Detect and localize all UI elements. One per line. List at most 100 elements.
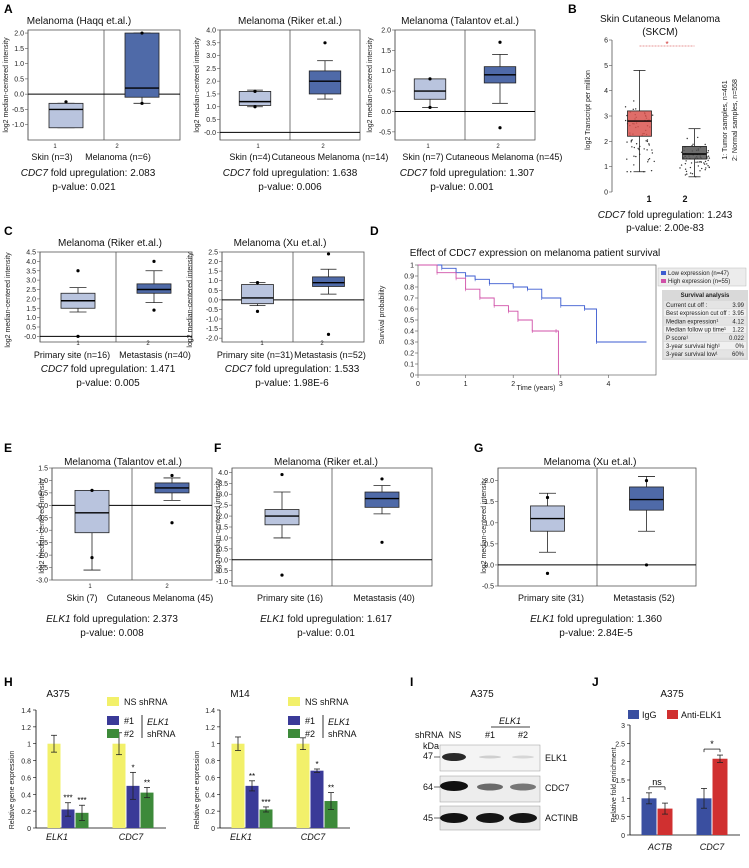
- y-tick-label: 1.0: [206, 104, 216, 111]
- panel-h1: A375 Relative gene expression 0 0.2 0.4 0.6…: [9, 689, 176, 842]
- band-actinb-2: [509, 813, 537, 823]
- outlier-point: [76, 269, 80, 273]
- fold-change-value: fold upregulation: 1.360: [555, 614, 663, 625]
- data-point: [697, 136, 699, 139]
- x-tick-label: 2: [511, 381, 515, 388]
- legend-high: High expression (n=55): [668, 279, 730, 285]
- panel-i: A375 ELK1 shRNA kDa NS #1 #2 47 64 45 EL…: [415, 689, 578, 831]
- data-point: [703, 163, 706, 165]
- y-tick-label: -1.5: [36, 540, 48, 547]
- panel-d: Effect of CDC7 expression on melanoma pa…: [379, 248, 748, 392]
- outlier-point: [380, 540, 384, 544]
- y-tick-label: 2.0: [14, 31, 24, 38]
- y-tick-label: 3.0: [206, 53, 216, 60]
- y-tick-label: 2.0: [26, 296, 36, 303]
- box: [364, 491, 400, 508]
- legend-shrna: shRNA: [147, 729, 176, 739]
- y-tick-label: -0.5: [36, 515, 48, 522]
- fold-change-text: CDC7 fold upregulation: 1.307: [400, 168, 535, 179]
- y-tick-label: 3: [621, 723, 625, 730]
- bar: [296, 743, 310, 828]
- y-tick-label: 3.5: [218, 481, 228, 488]
- panel-label-f: F: [214, 441, 221, 455]
- band-elk1-1: [479, 755, 501, 759]
- plot-title: Effect of CDC7 expression on melanoma pa…: [410, 248, 661, 259]
- box: [136, 283, 172, 294]
- data-point: [633, 155, 635, 157]
- fold-change-value: fold upregulation: 1.533: [252, 364, 360, 375]
- y-tick-label: 0: [211, 826, 215, 833]
- legend-ns: NS shRNA: [124, 697, 168, 707]
- data-point: [692, 143, 694, 145]
- chart-c2: -2.0 -1.5 -1.0 -0.5 0.0 0.5 1.0 1.5 2.0 2.5: [206, 250, 365, 343]
- chart-a1: -1.0 -0.5 0.0 0.5 1.0 1.5 2.0: [12, 29, 181, 141]
- data-point: [635, 155, 637, 158]
- y-tick-label: 0.8: [205, 759, 215, 766]
- plot-title: A375: [46, 689, 70, 700]
- y-tick-label: 1.0: [208, 278, 218, 285]
- bar: [245, 785, 259, 828]
- bar: [126, 785, 140, 828]
- y-tick-label: 2.5: [26, 287, 36, 294]
- table-cell-label: 3-year survival high¹: [666, 344, 720, 350]
- data-point: [708, 166, 711, 169]
- y-tick-label: -0.5: [482, 584, 494, 591]
- outlier-point: [76, 334, 80, 338]
- data-point: [706, 163, 708, 165]
- panel-b: Skin Cutaneous Melanoma (SKCM) log2 Tran…: [585, 14, 739, 234]
- panel-c2: Melanoma (Xu et.al.) log2 median-centere…: [187, 238, 366, 389]
- table-cell-label: Median expression¹: [666, 319, 718, 325]
- chart-f: -1.0 -0.5 -0.0 0.5 1.0 1.5 2.0 2.5 3.0 3.5 4.0: [216, 467, 433, 587]
- kda-marker: 64: [423, 782, 433, 792]
- outlier-point: [140, 101, 144, 105]
- outlier-point: [380, 477, 384, 481]
- plot-title: Melanoma (Talantov et.al.): [401, 16, 519, 27]
- gene-name: CDC7: [400, 168, 428, 179]
- y-tick-label: 0.1: [404, 362, 414, 369]
- survival-table: Survival analysis Current cut off : 3.99B…: [662, 290, 748, 360]
- index-label: 2: [146, 341, 150, 347]
- category-label: 2: [682, 194, 687, 204]
- significance-mark: ***: [77, 796, 86, 805]
- y-tick-label: 0: [27, 826, 31, 833]
- y-tick-label: 2.0: [381, 28, 391, 35]
- bar: [310, 770, 324, 828]
- y-tick-label: 1.5: [218, 525, 228, 532]
- data-point: [651, 152, 654, 154]
- table-row: [664, 317, 746, 325]
- y-tick-label: 1.5: [381, 48, 391, 55]
- y-tick-label: 0.6: [21, 775, 31, 782]
- x-axis-label: Time (years): [516, 385, 555, 392]
- data-point: [648, 158, 651, 160]
- significance-mark: *: [131, 763, 134, 772]
- panel-f: Melanoma (Riker et.al.) log2 median-cent…: [215, 457, 433, 639]
- y-tick-label: 1.0: [381, 68, 391, 75]
- data-point: [630, 141, 632, 143]
- y-tick-label: 0.8: [21, 759, 31, 766]
- y-tick-label: 0.2: [21, 809, 31, 816]
- outlier-point: [64, 100, 68, 104]
- panel-e: Melanoma (Talantov et.al.) log2 median-c…: [36, 457, 213, 639]
- y-tick-label: 0.2: [205, 809, 215, 816]
- band-label: CDC7: [545, 783, 570, 793]
- data-point: [645, 140, 647, 142]
- data-point: [637, 147, 639, 150]
- y-tick-label: 2.5: [218, 503, 228, 510]
- y-tick-label: 0.0: [484, 562, 494, 569]
- y-tick-label: -1.0: [12, 122, 24, 129]
- fold-change-value: fold upregulation: 1.307: [427, 168, 535, 179]
- index-label: 2: [115, 144, 119, 150]
- y-tick-label: -2.0: [206, 336, 218, 343]
- box: [124, 32, 160, 98]
- outlier-point: [326, 332, 331, 336]
- y-tick-label: 0.5: [208, 288, 218, 295]
- panel-label-j: J: [592, 675, 599, 689]
- box: [312, 276, 345, 287]
- gene-name: CDC7: [225, 364, 253, 375]
- panel-label-e: E: [4, 441, 12, 455]
- fold-change-value: fold upregulation: 1.471: [68, 364, 176, 375]
- y-tick-label: 0.5: [206, 117, 216, 124]
- kda-marker: 47: [423, 751, 433, 761]
- category-label: ELK1: [230, 832, 252, 842]
